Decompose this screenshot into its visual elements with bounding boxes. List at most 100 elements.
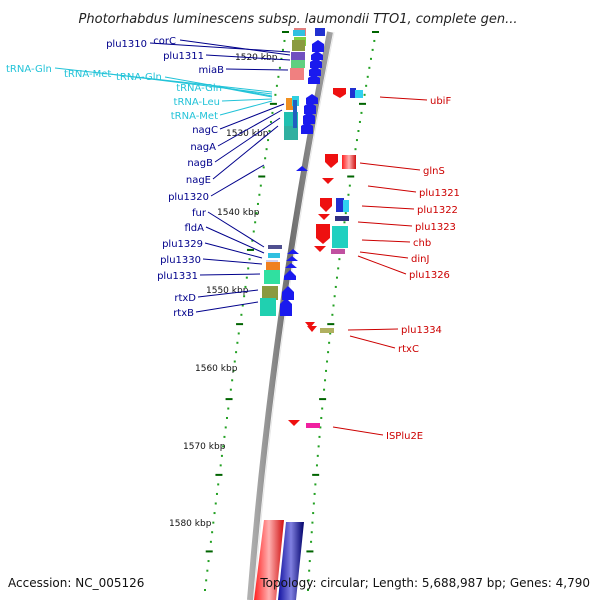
scale-dot (264, 157, 267, 160)
scale-dot (271, 111, 274, 114)
scale-dot (344, 212, 347, 215)
scale-dot (314, 483, 317, 486)
scale-dot (334, 285, 337, 288)
feature-blocks-top (290, 28, 325, 80)
trna-label: tRNA-Met (171, 111, 218, 122)
scale-dot (265, 148, 268, 151)
scale-dot (317, 445, 320, 448)
scale-dot (331, 313, 334, 316)
scale-dot (310, 531, 313, 534)
trna-labels: tRNA-Gln tRNA-Met tRNA-Gln tRNA-Gln tRNA… (6, 64, 222, 122)
trna-label: tRNA-Gln (116, 72, 162, 83)
scale-dot (223, 435, 226, 438)
scale-tick (246, 248, 254, 251)
trna-label: tRNA-Met (64, 69, 111, 80)
scale-dot (207, 560, 210, 563)
scale-dot (358, 120, 361, 123)
scale-dot (229, 388, 232, 391)
scale-dot (268, 130, 271, 133)
scale-dot (252, 230, 255, 233)
scale-dot (206, 569, 209, 572)
scale-tick (312, 473, 320, 476)
feature-blocks-mid1 (284, 96, 299, 140)
trna-label: tRNA-Leu (174, 97, 220, 108)
scale-dot (281, 48, 284, 51)
right-leader-lines (332, 96, 428, 436)
scale-dot (347, 193, 350, 196)
forward-strand-arrows-mid1 (296, 94, 318, 171)
scale-dot (255, 212, 258, 215)
gene-label: nagC (192, 125, 218, 136)
scale-dot (348, 184, 351, 187)
scale-dot (363, 93, 366, 96)
scale-dot (259, 184, 262, 187)
accession-text: Accession: NC_005126 (8, 576, 144, 590)
gene-label: rtxD (174, 293, 196, 304)
gene-label: nagE (186, 175, 211, 186)
scale-dot (319, 426, 322, 429)
gene-label: nagB (187, 158, 213, 169)
left-leader-lines (149, 39, 291, 313)
scale-dot (308, 569, 311, 572)
scale-dot (329, 332, 332, 335)
bottom-bands (254, 520, 304, 600)
scale-dot (328, 341, 331, 344)
scale-dot (267, 139, 270, 142)
scale-dot (213, 512, 216, 515)
kbp-label: 1560 kbp (195, 364, 238, 374)
scale-dot (338, 258, 341, 261)
scale-dot (256, 202, 259, 205)
scale-dot (269, 120, 272, 123)
gene-label: miaB (198, 65, 224, 76)
kbp-label: 1580 kbp (169, 519, 212, 529)
scale-dot (315, 464, 318, 467)
scale-dot (320, 416, 323, 419)
scale-dot (220, 454, 223, 457)
scale-dot (278, 66, 281, 69)
gene-label: plu1331 (157, 271, 198, 282)
right-gene-labels: ubiF glnS plu1321 plu1322 plu1323 chb di… (386, 96, 460, 442)
map-title: Photorhabdus luminescens subsp. laumondi… (79, 12, 518, 27)
scale-dot (225, 416, 228, 419)
scale-dot (307, 589, 309, 591)
gene-label: dinJ (411, 254, 429, 265)
scale-tick (258, 175, 266, 178)
scale-dot (211, 531, 214, 534)
gene-label: plu1334 (401, 325, 442, 336)
scale-dot (245, 276, 248, 279)
kbp-label: 1530 kbp (226, 129, 269, 139)
scale-dot (232, 369, 235, 372)
scale-tick (282, 31, 289, 33)
scale-tick (306, 550, 314, 553)
scale-dot (258, 193, 261, 196)
kbp-label: 1550 kbp (206, 286, 249, 296)
scale-dot (224, 426, 227, 429)
scale-dot (215, 492, 218, 495)
scale-dot (251, 239, 254, 242)
scale-dot (325, 369, 328, 372)
scale-dot (335, 276, 338, 279)
scale-dot (333, 295, 336, 298)
scale-dot (244, 285, 247, 288)
scale-dot (332, 304, 335, 307)
scale-dot (212, 521, 215, 524)
gene-label: plu1326 (409, 270, 450, 281)
feature-blocks-mid2 (260, 245, 282, 316)
scale-dot (233, 360, 236, 363)
backbone-highlight (253, 31, 335, 600)
gene-label: corC (153, 36, 176, 47)
scale-tick (319, 398, 327, 401)
scale-tick (269, 102, 277, 105)
scale-dot (366, 75, 369, 78)
gene-label: plu1329 (162, 239, 203, 250)
scale-dot (321, 407, 324, 410)
scale-tick (347, 175, 355, 178)
scale-dot (205, 579, 208, 582)
reverse-strand-features (288, 88, 363, 428)
scale-dot (240, 313, 243, 316)
scale-dot (222, 445, 225, 448)
scale-dot (247, 267, 250, 270)
scale-dot (312, 512, 315, 515)
gene-label: plu1322 (417, 205, 458, 216)
